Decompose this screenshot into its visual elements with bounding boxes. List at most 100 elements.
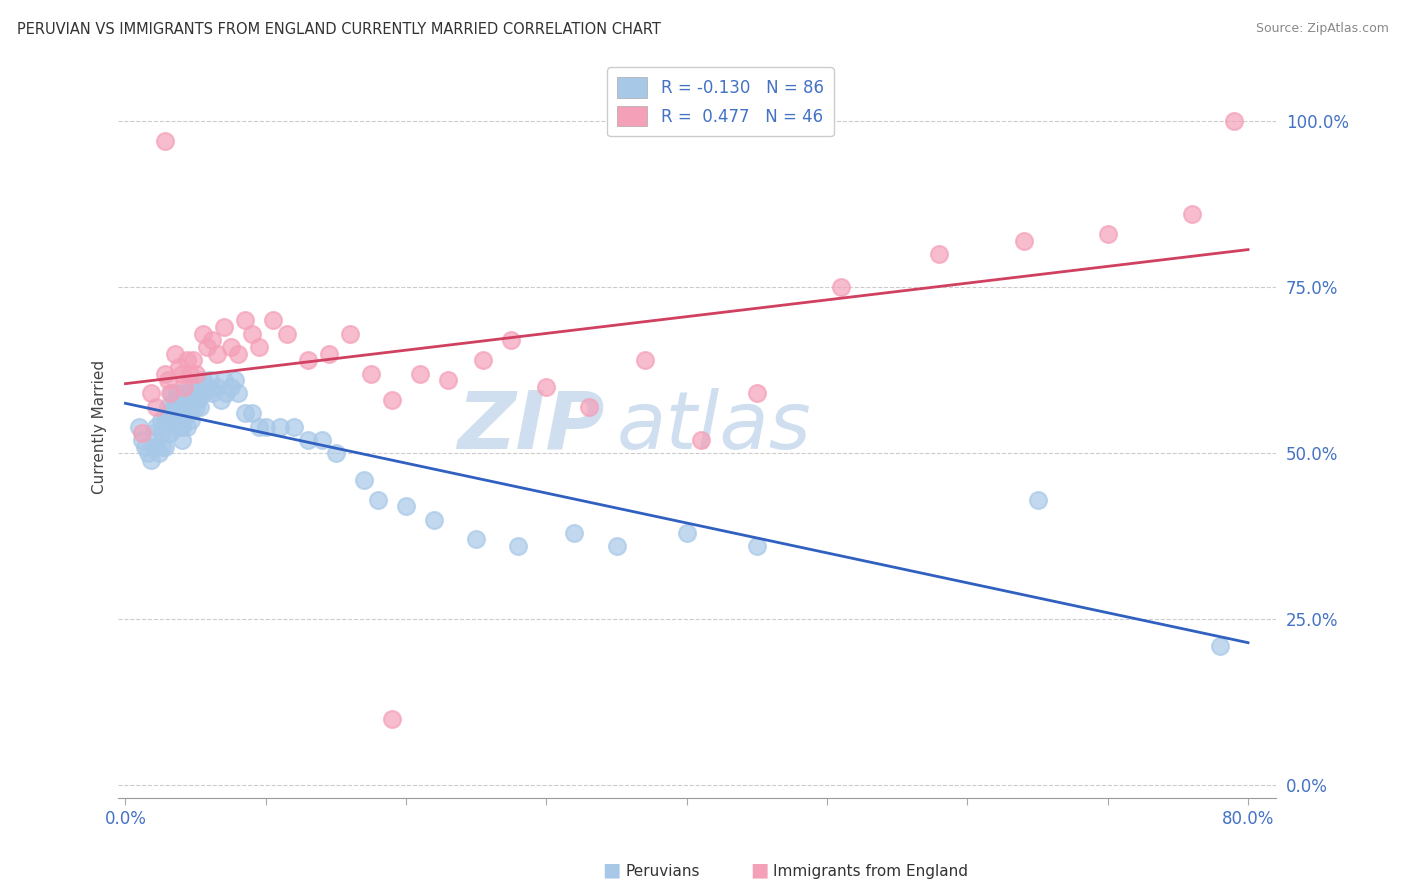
Point xyxy=(142,440,165,454)
Point xyxy=(195,340,218,354)
Point xyxy=(174,400,197,414)
Point xyxy=(165,413,187,427)
Point xyxy=(149,413,172,427)
Point xyxy=(177,393,200,408)
Point xyxy=(167,406,190,420)
Point xyxy=(167,359,190,374)
Point xyxy=(187,393,209,408)
Point xyxy=(201,386,224,401)
Point xyxy=(205,346,228,360)
Text: ■: ■ xyxy=(749,861,769,880)
Point xyxy=(1012,234,1035,248)
Point xyxy=(928,247,950,261)
Point xyxy=(233,313,256,327)
Point xyxy=(176,419,198,434)
Point xyxy=(153,367,176,381)
Point xyxy=(169,393,191,408)
Point xyxy=(195,380,218,394)
Point xyxy=(170,367,193,381)
Point xyxy=(276,326,298,341)
Point xyxy=(689,433,711,447)
Point xyxy=(1181,207,1204,221)
Point xyxy=(240,406,263,420)
Point xyxy=(179,367,201,381)
Point xyxy=(139,386,162,401)
Point xyxy=(170,419,193,434)
Point xyxy=(170,433,193,447)
Point xyxy=(131,433,153,447)
Point xyxy=(219,380,242,394)
Point xyxy=(578,400,600,414)
Point xyxy=(353,473,375,487)
Point xyxy=(173,406,195,420)
Point xyxy=(179,386,201,401)
Point xyxy=(269,419,291,434)
Point xyxy=(163,406,186,420)
Point xyxy=(472,353,495,368)
Point xyxy=(247,340,270,354)
Y-axis label: Currently Married: Currently Married xyxy=(93,359,107,493)
Point xyxy=(134,440,156,454)
Point xyxy=(367,492,389,507)
Point xyxy=(177,406,200,420)
Point xyxy=(283,419,305,434)
Point xyxy=(159,426,181,441)
Point xyxy=(606,539,628,553)
Point xyxy=(156,400,179,414)
Point xyxy=(437,373,460,387)
Point xyxy=(1209,639,1232,653)
Point xyxy=(180,413,202,427)
Point xyxy=(247,419,270,434)
Text: Peruvians: Peruvians xyxy=(626,864,700,879)
Point xyxy=(166,386,188,401)
Point xyxy=(193,386,215,401)
Point xyxy=(153,134,176,148)
Point xyxy=(150,440,173,454)
Point xyxy=(190,386,212,401)
Point xyxy=(186,380,208,394)
Point xyxy=(191,373,214,387)
Point xyxy=(423,512,446,526)
Point xyxy=(156,413,179,427)
Point xyxy=(409,367,432,381)
Point xyxy=(675,525,697,540)
Point xyxy=(1026,492,1049,507)
Point xyxy=(745,539,768,553)
Point xyxy=(212,320,235,334)
Point xyxy=(131,426,153,441)
Point xyxy=(830,280,852,294)
Point xyxy=(184,400,207,414)
Point xyxy=(564,525,586,540)
Point xyxy=(183,393,205,408)
Text: Source: ZipAtlas.com: Source: ZipAtlas.com xyxy=(1256,22,1389,36)
Point xyxy=(128,419,150,434)
Point xyxy=(465,533,488,547)
Point xyxy=(170,406,193,420)
Text: PERUVIAN VS IMMIGRANTS FROM ENGLAND CURRENTLY MARRIED CORRELATION CHART: PERUVIAN VS IMMIGRANTS FROM ENGLAND CURR… xyxy=(17,22,661,37)
Point xyxy=(145,400,167,414)
Point xyxy=(180,400,202,414)
Point xyxy=(536,380,558,394)
Point xyxy=(145,440,167,454)
Legend: R = -0.130   N = 86, R =  0.477   N = 46: R = -0.130 N = 86, R = 0.477 N = 46 xyxy=(607,67,834,136)
Point xyxy=(205,380,228,394)
Point xyxy=(381,393,404,408)
Point xyxy=(224,373,246,387)
Point xyxy=(165,400,187,414)
Point xyxy=(159,406,181,420)
Point xyxy=(156,373,179,387)
Point xyxy=(163,346,186,360)
Point xyxy=(198,373,221,387)
Point xyxy=(172,386,194,401)
Point xyxy=(167,419,190,434)
Point xyxy=(160,386,183,401)
Point xyxy=(219,340,242,354)
Point xyxy=(226,386,249,401)
Point xyxy=(501,334,523,348)
Point xyxy=(162,413,184,427)
Point xyxy=(176,406,198,420)
Text: Immigrants from England: Immigrants from England xyxy=(773,864,969,879)
Point xyxy=(173,400,195,414)
Point xyxy=(142,426,165,441)
Point xyxy=(145,419,167,434)
